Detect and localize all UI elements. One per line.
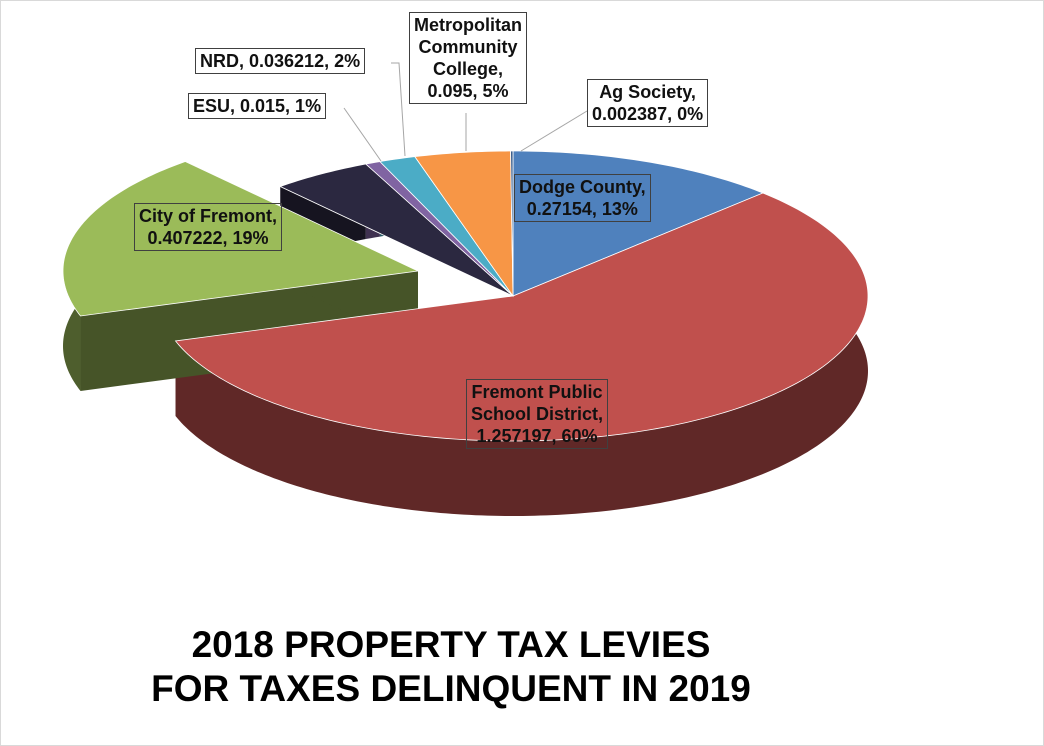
pie-slice bbox=[414, 150, 514, 298]
pie-slice bbox=[279, 163, 514, 297]
data-label: Metropolitan Community College, 0.095, 5… bbox=[409, 12, 527, 104]
pie-side bbox=[175, 193, 868, 516]
pie-slice bbox=[512, 150, 764, 297]
chart-title: 2018 PROPERTY TAX LEVIES FOR TAXES DELIN… bbox=[151, 624, 751, 709]
pie-slice bbox=[379, 156, 514, 297]
leader-line bbox=[343, 107, 382, 162]
leader-lines bbox=[343, 62, 588, 162]
pie-slice bbox=[510, 150, 514, 297]
leader-line bbox=[520, 110, 588, 152]
leader-line bbox=[391, 62, 406, 157]
data-label: City of Fremont, 0.407222, 19% bbox=[134, 203, 282, 251]
data-label: Dodge County, 0.27154, 13% bbox=[514, 174, 651, 222]
data-label: Ag Society, 0.002387, 0% bbox=[587, 79, 709, 127]
data-label: ESU, 0.015, 1% bbox=[188, 93, 327, 119]
data-label: NRD, 0.036212, 2% bbox=[195, 48, 366, 74]
pie-slice bbox=[174, 192, 869, 442]
pie-slice bbox=[62, 161, 420, 317]
data-label: Fremont Public School District, 1.257197… bbox=[466, 379, 609, 449]
